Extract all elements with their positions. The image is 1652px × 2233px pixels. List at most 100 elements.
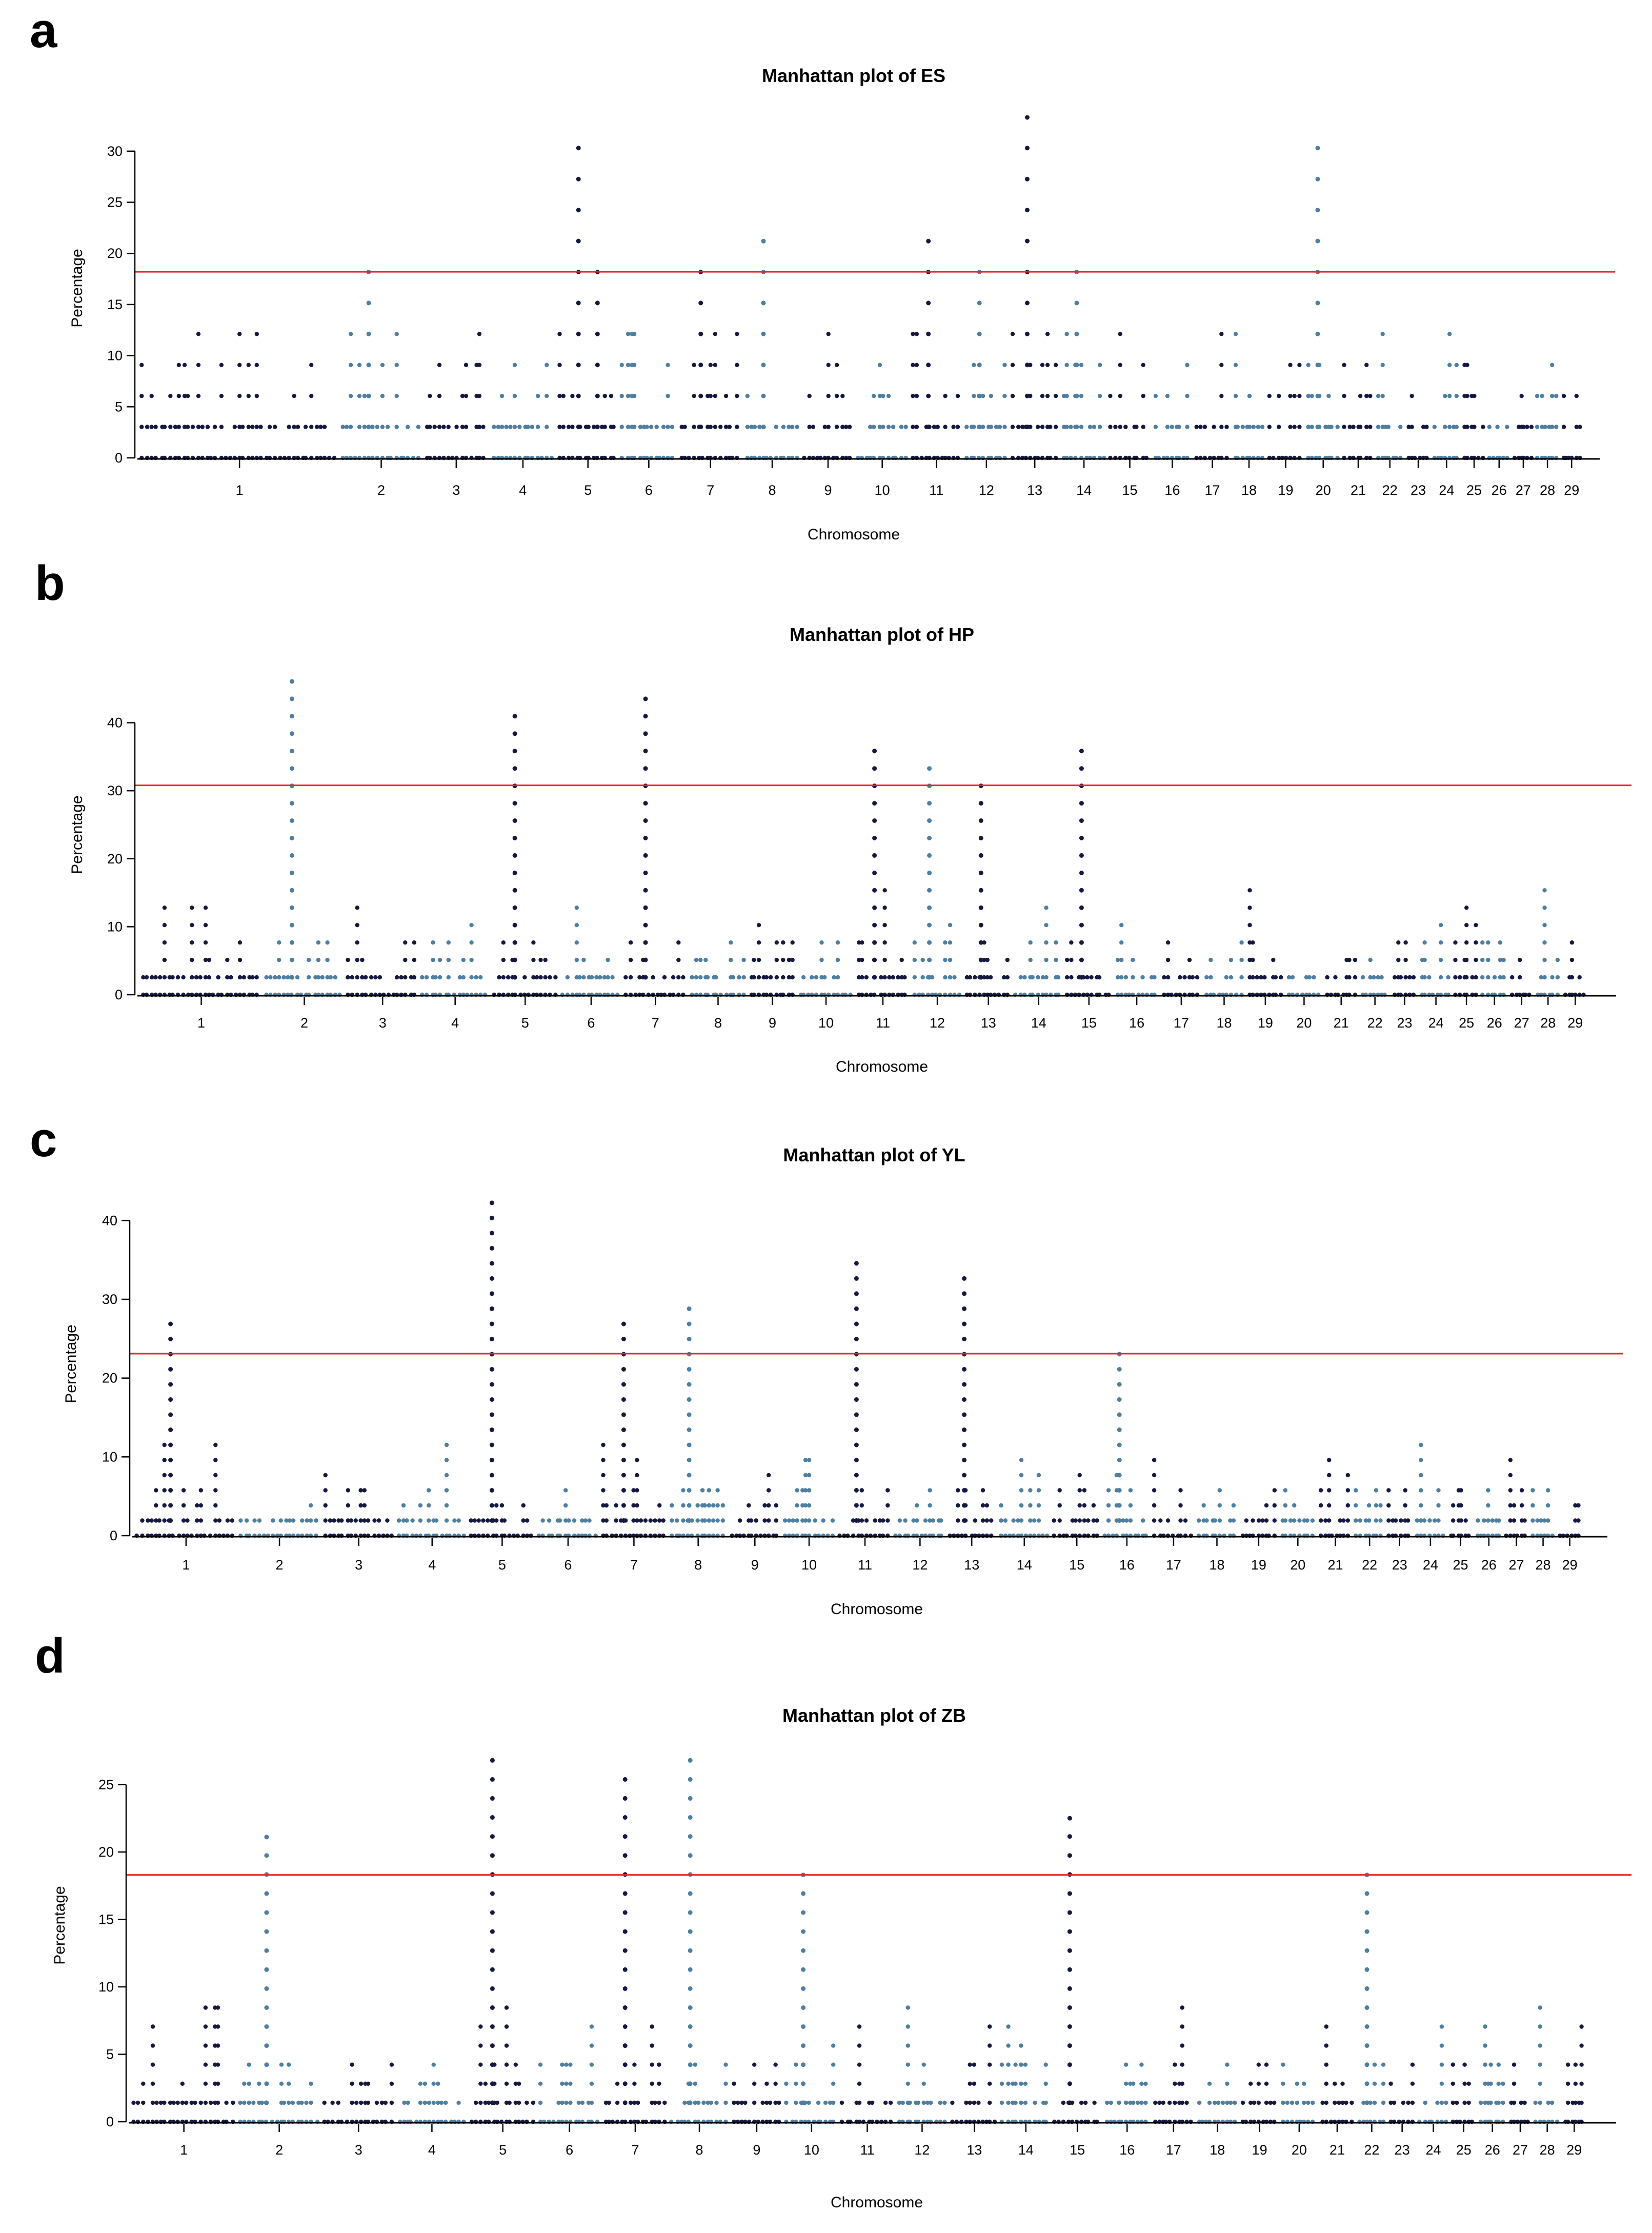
marker-point [1273, 975, 1278, 980]
marker-point [1141, 363, 1145, 367]
marker-point [257, 1518, 262, 1523]
peak-point [622, 1891, 628, 1896]
marker-point [250, 425, 255, 429]
marker-point [900, 2100, 905, 2105]
marker-point [695, 1503, 700, 1508]
marker-point [988, 975, 993, 980]
marker-point [1224, 975, 1229, 980]
marker-point [149, 1518, 154, 1523]
marker-point [1010, 332, 1015, 336]
marker-point [1109, 2100, 1113, 2105]
marker-point [531, 975, 536, 980]
marker-point [1091, 1503, 1096, 1508]
marker-point [1124, 1518, 1129, 1523]
marker-point [1318, 1488, 1323, 1493]
marker-point [203, 940, 208, 945]
marker-point [997, 425, 1002, 429]
x-tick-label: 20 [1316, 482, 1331, 498]
marker-point [1010, 363, 1015, 367]
marker-point [1555, 975, 1560, 980]
marker-point [1073, 1518, 1078, 1523]
peak-point [1067, 1967, 1072, 1972]
marker-point [146, 1518, 150, 1523]
marker-point [1486, 1488, 1490, 1493]
marker-point [1152, 1458, 1157, 1462]
marker-point [1040, 363, 1045, 367]
marker-point [516, 2081, 521, 2086]
peak-point [622, 2024, 628, 2029]
marker-point [366, 1518, 371, 1523]
marker-point [1454, 425, 1459, 429]
marker-point [1386, 425, 1391, 429]
peak-point [687, 1321, 692, 1326]
marker-point [1302, 2081, 1306, 2086]
panel-letter: d [35, 1628, 65, 1683]
marker-point [444, 1473, 449, 1478]
marker-point [1212, 425, 1216, 429]
peak-point [643, 696, 648, 701]
marker-point [1333, 2081, 1337, 2086]
marker-point [350, 2081, 354, 2086]
x-tick-label: 4 [451, 1015, 459, 1031]
marker-point [358, 1503, 363, 1508]
x-tick-label: 7 [631, 2142, 639, 2158]
marker-point [702, 1518, 707, 1523]
marker-point [1285, 2100, 1290, 2105]
marker-point [444, 1442, 449, 1447]
marker-point [614, 1518, 618, 1523]
peak-point [622, 1948, 628, 1953]
marker-point [281, 975, 286, 980]
marker-point [504, 425, 509, 429]
marker-point [1410, 2062, 1415, 2067]
marker-point [568, 2081, 573, 2086]
marker-point [752, 2062, 757, 2067]
marker-point [372, 1518, 377, 1523]
x-tick-label: 8 [714, 1015, 722, 1031]
marker-point [1310, 1518, 1315, 1523]
marker-point [794, 2100, 798, 2105]
marker-point [1561, 394, 1566, 398]
x-tick-label: 27 [1508, 1557, 1524, 1573]
marker-point [1398, 425, 1403, 429]
marker-point [175, 975, 180, 980]
marker-point [989, 425, 994, 429]
marker-point [1464, 957, 1469, 962]
marker-point [507, 2100, 512, 2105]
marker-point [592, 425, 596, 429]
marker-point [1167, 2100, 1172, 2105]
marker-point [1579, 2100, 1584, 2105]
marker-point [1450, 2062, 1455, 2067]
marker-point [752, 957, 756, 962]
peak-point [643, 975, 648, 980]
marker-point [277, 975, 281, 980]
peak-point [1117, 1503, 1122, 1508]
marker-point [1240, 425, 1245, 429]
marker-point [988, 2024, 992, 2029]
marker-point [348, 332, 353, 336]
marker-point [860, 975, 864, 980]
y-tick-label: 30 [107, 144, 123, 159]
marker-point [567, 425, 571, 429]
marker-point [676, 975, 681, 980]
marker-point [1178, 1503, 1183, 1508]
marker-point [1118, 332, 1122, 336]
marker-point [1405, 1518, 1411, 1523]
marker-point [330, 2100, 335, 2105]
marker-point [1213, 1518, 1217, 1523]
peak-point [489, 1200, 494, 1205]
marker-point [362, 1518, 367, 1523]
marker-point [1366, 1503, 1372, 1508]
marker-point [237, 394, 242, 398]
peak-point [1079, 975, 1084, 980]
peak-point [698, 331, 703, 336]
peak-point [512, 731, 517, 736]
marker-point [460, 425, 465, 429]
marker-point [921, 2100, 926, 2105]
marker-point [198, 975, 203, 980]
marker-point [803, 1458, 808, 1462]
y-tick-label: 10 [107, 919, 123, 934]
marker-point [499, 1503, 505, 1508]
marker-point [877, 363, 882, 367]
marker-point [394, 332, 399, 336]
